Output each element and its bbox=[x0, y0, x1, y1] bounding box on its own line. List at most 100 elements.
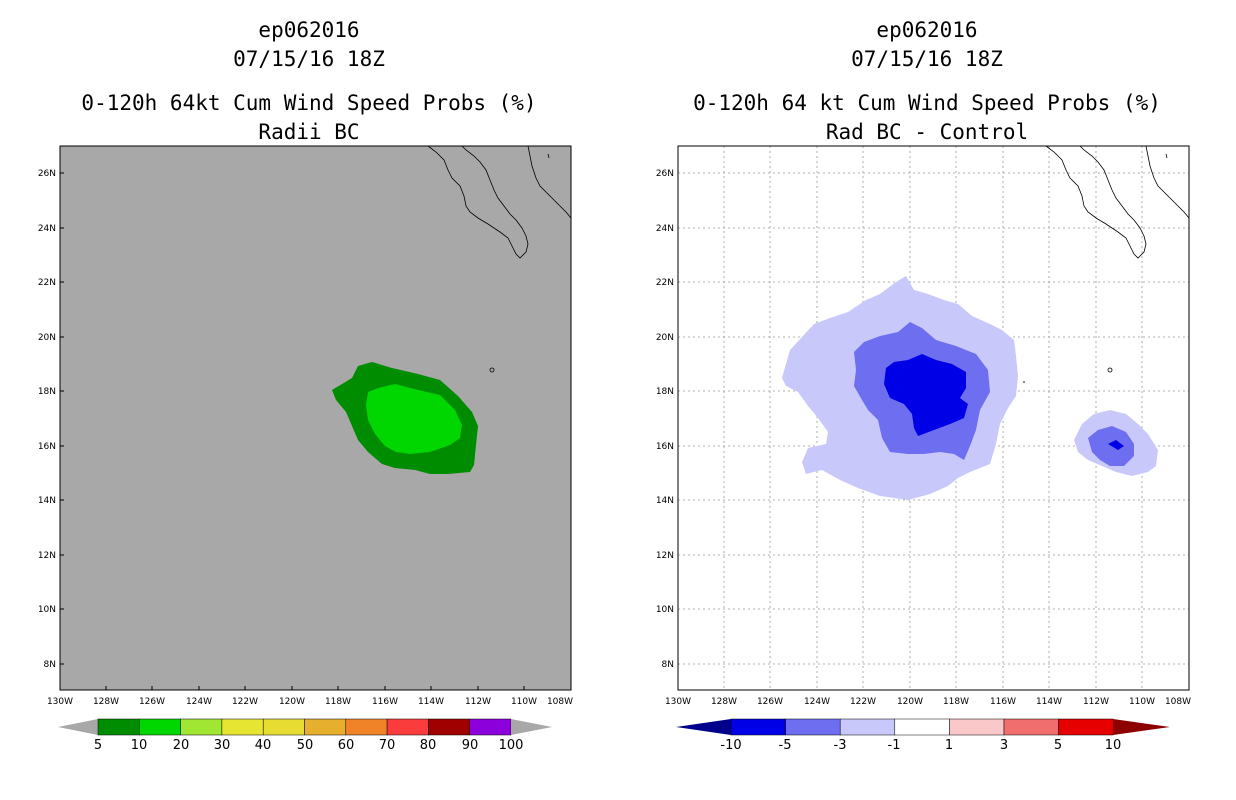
storm-id: ep062016 bbox=[258, 18, 360, 42]
lon-label: 124W bbox=[186, 697, 212, 707]
datetime: 07/15/16 18Z bbox=[851, 47, 1003, 71]
colorbar-label: 30 bbox=[214, 738, 231, 753]
colorbar-swatch bbox=[221, 718, 264, 736]
lat-label: 14N bbox=[38, 496, 56, 506]
colorbar-over-arrow bbox=[1113, 719, 1170, 735]
lon-label: 110W bbox=[1129, 697, 1155, 707]
right-panel: ep062016 07/15/16 18Z 0-120h 64 kt Cum W… bbox=[618, 0, 1236, 800]
colorbar-label: -10 bbox=[720, 738, 741, 753]
coastline bbox=[427, 145, 572, 259]
lon-label: 114W bbox=[418, 697, 444, 707]
lon-label: 120W bbox=[279, 697, 305, 707]
lat-label: 12N bbox=[656, 551, 674, 561]
colorbar-swatches bbox=[730, 718, 1114, 736]
colorbar-swatch bbox=[97, 718, 140, 736]
lat-label: 22N bbox=[656, 278, 674, 288]
colorbar-swatch bbox=[839, 718, 896, 736]
map-title: 0-120h 64kt Cum Wind Speed Probs (%) bbox=[81, 91, 537, 115]
colorbar: 5 10 20 30 40 50 60 70 80 90 100 bbox=[58, 718, 552, 753]
lon-label: 128W bbox=[93, 697, 119, 707]
lon-label: 116W bbox=[372, 697, 398, 707]
colorbar-label: 80 bbox=[420, 738, 437, 753]
map-title: 0-120h 64 kt Cum Wind Speed Probs (%) bbox=[693, 91, 1161, 115]
colorbar-label: 60 bbox=[338, 738, 355, 753]
storm-id: ep062016 bbox=[876, 18, 978, 42]
lat-label: 22N bbox=[38, 278, 56, 288]
lon-label: 130W bbox=[665, 697, 691, 707]
colorbar-swatches bbox=[97, 718, 512, 736]
lon-label: 112W bbox=[1083, 697, 1109, 707]
island-dot bbox=[1023, 381, 1025, 383]
difference-map: 26N 24N 22N 20N 18N 16N 14N 12N 10N 8N 1… bbox=[656, 145, 1191, 707]
lon-label: 110W bbox=[511, 697, 537, 707]
colorbar-label: -3 bbox=[834, 738, 847, 753]
lat-label: 24N bbox=[656, 224, 674, 234]
diff-minus3-small-region bbox=[1088, 426, 1134, 466]
map-subtitle: Rad BC - Control bbox=[825, 120, 1029, 144]
colorbar-swatch bbox=[386, 718, 429, 736]
lon-label: 122W bbox=[232, 697, 258, 707]
lat-label: 8N bbox=[662, 660, 674, 670]
colorbar-over-arrow bbox=[511, 719, 552, 735]
colorbar-swatch bbox=[730, 718, 786, 736]
coastline bbox=[1045, 145, 1190, 259]
colorbar: -10 -5 -3 -1 1 3 5 10 bbox=[676, 718, 1170, 753]
lon-label: 108W bbox=[547, 697, 573, 707]
lat-label: 26N bbox=[656, 169, 674, 179]
map-frame bbox=[677, 145, 1190, 691]
lon-label: 112W bbox=[465, 697, 491, 707]
colorbar-label: 20 bbox=[173, 738, 190, 753]
colorbar-swatch bbox=[785, 718, 841, 736]
lon-label: 114W bbox=[1036, 697, 1062, 707]
colorbar-under-arrow bbox=[676, 719, 731, 735]
colorbar-label: 5 bbox=[94, 738, 102, 753]
diff-minus5-region bbox=[884, 354, 968, 436]
colorbar-swatch bbox=[1058, 718, 1114, 736]
probability-map: 26N 24N 22N 20N 18N 16N 14N 12N 10N 8N 1… bbox=[38, 145, 573, 707]
lat-label: 8N bbox=[44, 660, 56, 670]
colorbar-label: -1 bbox=[888, 738, 901, 753]
lon-label: 124W bbox=[804, 697, 830, 707]
colorbar-label: 40 bbox=[255, 738, 272, 753]
lon-label: 108W bbox=[1165, 697, 1191, 707]
lon-label: 120W bbox=[897, 697, 923, 707]
lat-label: 10N bbox=[656, 605, 674, 615]
lon-label: 118W bbox=[325, 697, 351, 707]
lat-label: 26N bbox=[38, 169, 56, 179]
lon-label: 126W bbox=[757, 697, 783, 707]
map-subtitle: Radii BC bbox=[258, 120, 360, 144]
lat-label: 10N bbox=[38, 605, 56, 615]
lon-label: 130W bbox=[47, 697, 73, 707]
datetime: 07/15/16 18Z bbox=[233, 47, 385, 71]
lon-label: 128W bbox=[711, 697, 737, 707]
lon-label: 116W bbox=[990, 697, 1016, 707]
left-panel: ep062016 07/15/16 18Z 0-120h 64kt Cum Wi… bbox=[38, 18, 573, 753]
lat-label: 12N bbox=[38, 551, 56, 561]
colorbar-label: 10 bbox=[131, 738, 148, 753]
map-background bbox=[60, 146, 571, 690]
lat-label: 16N bbox=[38, 442, 56, 452]
colorbar-swatch bbox=[304, 718, 347, 736]
island bbox=[489, 367, 495, 373]
colorbar-label: 1 bbox=[945, 738, 953, 753]
island bbox=[1107, 367, 1113, 373]
colorbar-swatch bbox=[345, 718, 388, 736]
colorbar-label: 3 bbox=[1000, 738, 1008, 753]
lat-label: 14N bbox=[656, 496, 674, 506]
colorbar-swatch bbox=[894, 718, 950, 736]
lon-label: 126W bbox=[139, 697, 165, 707]
colorbar-swatch bbox=[469, 718, 512, 736]
colorbar-label: 10 bbox=[1105, 738, 1122, 753]
lat-label: 18N bbox=[38, 387, 56, 397]
colorbar-swatch bbox=[139, 718, 181, 736]
colorbar-label: 50 bbox=[297, 738, 314, 753]
colorbar-swatch bbox=[949, 718, 1005, 736]
lat-label: 24N bbox=[38, 224, 56, 234]
colorbar-swatch bbox=[180, 718, 223, 736]
lon-label: 122W bbox=[850, 697, 876, 707]
lat-label: 16N bbox=[656, 442, 674, 452]
colorbar-label: 5 bbox=[1054, 738, 1062, 753]
prob-10-region bbox=[366, 384, 462, 454]
map-frame bbox=[59, 145, 572, 691]
colorbar-swatch bbox=[428, 718, 470, 736]
